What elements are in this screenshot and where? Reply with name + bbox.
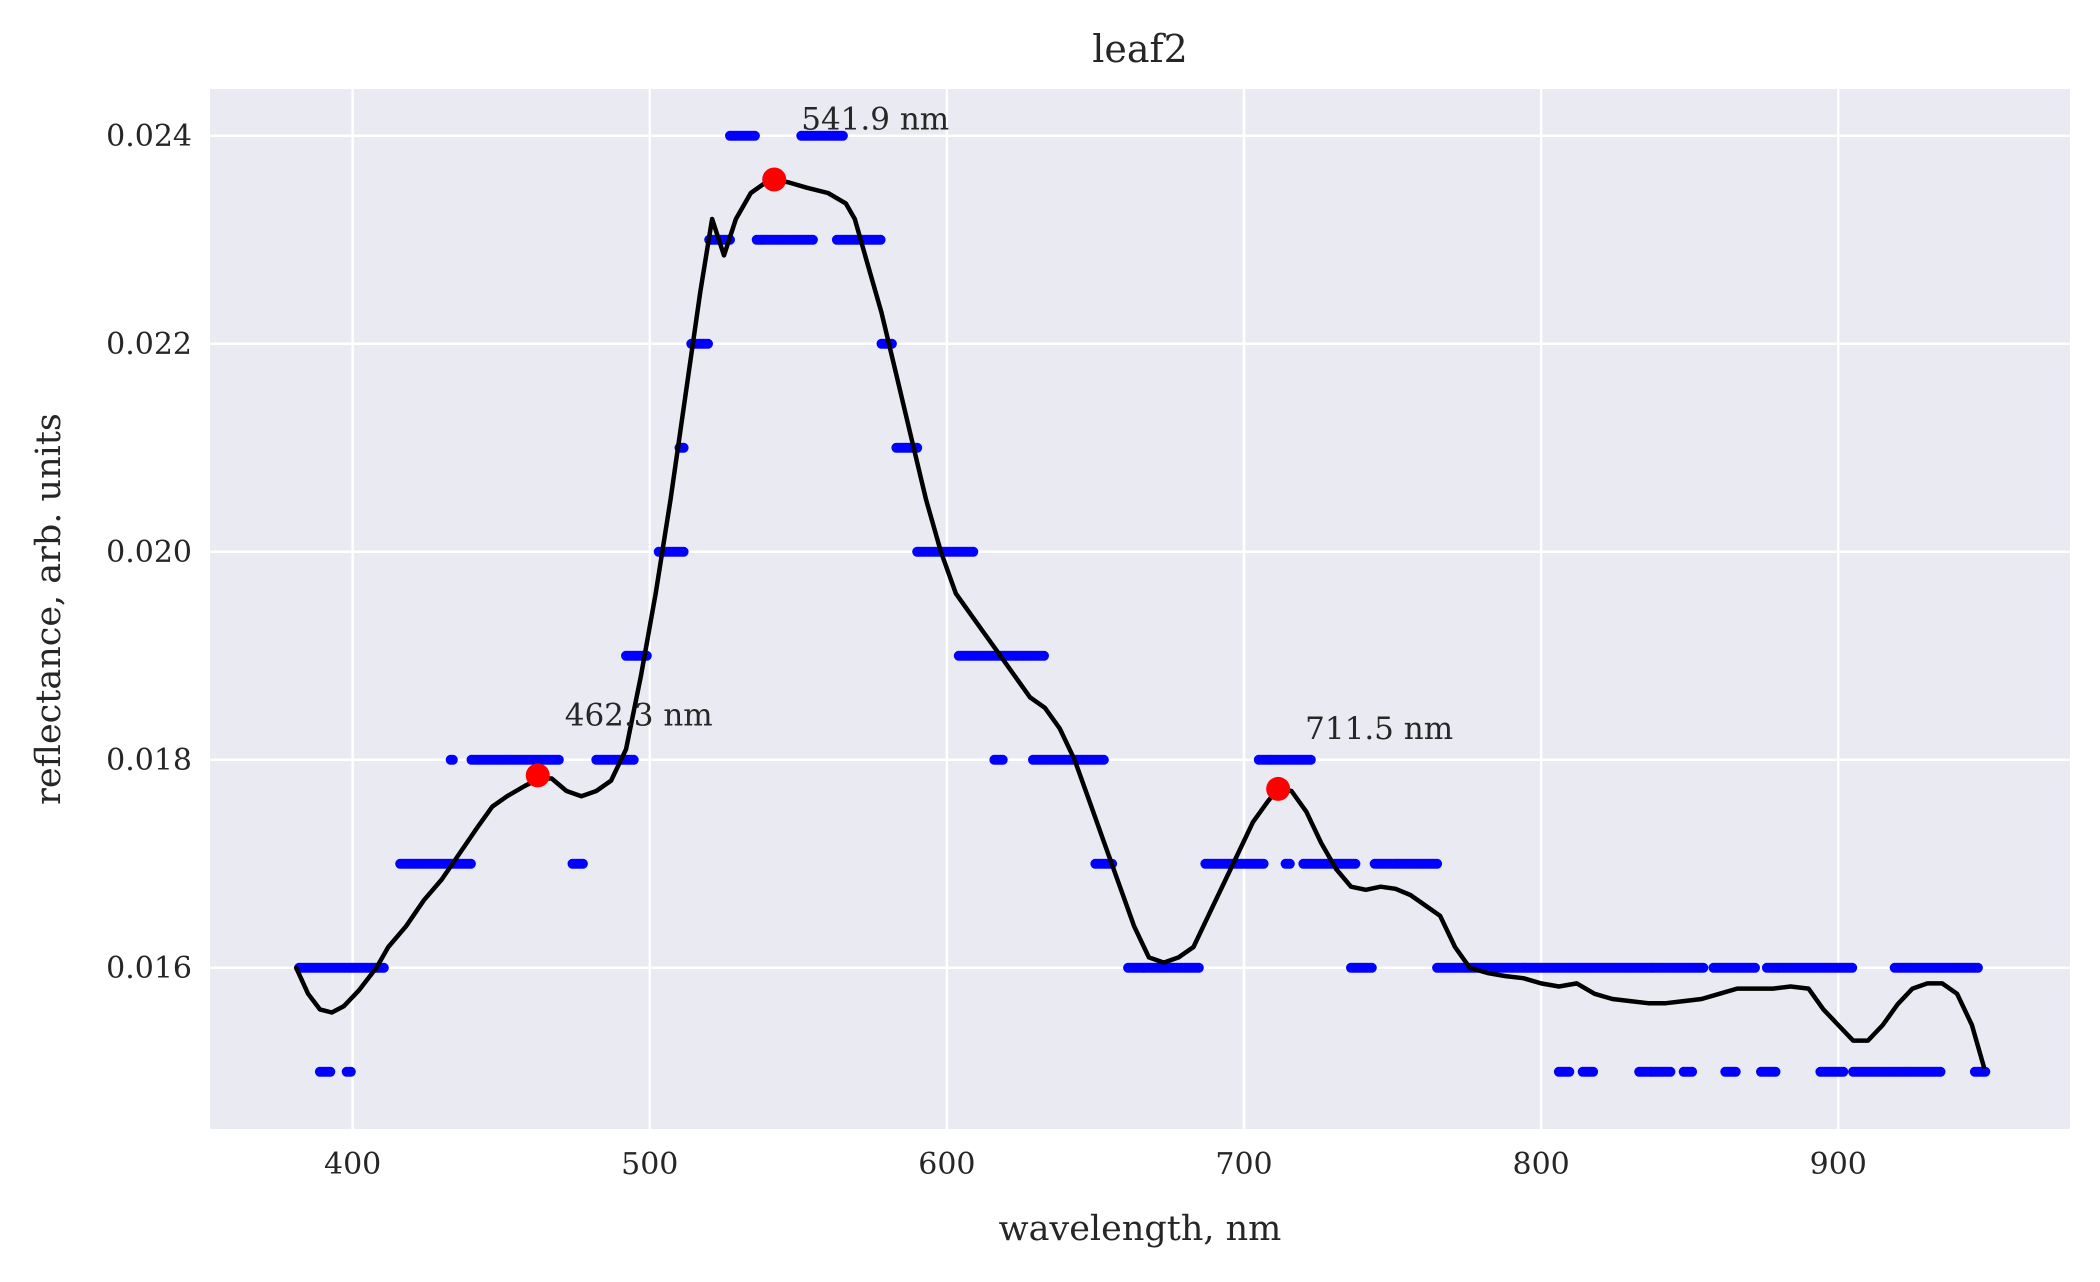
raw-point <box>1258 858 1269 869</box>
raw-point <box>997 754 1008 765</box>
y-axis-label: reflectance, arb. units <box>29 413 69 805</box>
raw-point <box>345 1066 356 1077</box>
raw-point <box>628 754 639 765</box>
raw-point <box>1847 962 1858 973</box>
raw-point <box>1980 1066 1991 1077</box>
y-tick-label: 0.020 <box>106 535 192 570</box>
peak-marker <box>1266 776 1291 801</box>
raw-point <box>837 130 848 141</box>
chart-title: leaf2 <box>1092 27 1188 71</box>
raw-point <box>1698 962 1709 973</box>
raw-point <box>577 858 588 869</box>
x-tick-label: 900 <box>1810 1147 1867 1182</box>
raw-point <box>378 962 389 973</box>
raw-point <box>1770 1066 1781 1077</box>
raw-point <box>1432 858 1443 869</box>
x-tick-label: 500 <box>621 1147 678 1182</box>
raw-point <box>678 442 689 453</box>
x-axis-ticks: 400 500 600 700 800 900 <box>324 1147 1867 1182</box>
peak-label: 711.5 nm <box>1305 711 1453 747</box>
y-tick-label: 0.024 <box>106 119 192 154</box>
x-tick-label: 600 <box>918 1147 975 1182</box>
y-tick-label: 0.016 <box>106 951 192 986</box>
raw-point <box>875 234 886 245</box>
raw-point <box>749 130 760 141</box>
raw-point <box>1838 1066 1849 1077</box>
raw-point <box>1350 858 1361 869</box>
raw-point <box>465 858 476 869</box>
raw-point <box>1665 1066 1676 1077</box>
y-tick-label: 0.022 <box>106 327 192 362</box>
raw-point <box>807 234 818 245</box>
raw-point <box>703 338 713 349</box>
raw-point <box>1305 754 1316 765</box>
x-tick-label: 700 <box>1215 1147 1272 1182</box>
x-axis-label: wavelength, nm <box>999 1209 1282 1249</box>
smoothed-curve <box>293 177 1987 1069</box>
y-axis-ticks: 0.016 0.018 0.020 0.022 0.024 <box>106 119 192 986</box>
grid <box>210 89 2070 1129</box>
peak-label: 462.3 nm <box>565 697 713 733</box>
raw-point <box>1687 1066 1698 1077</box>
peak-markers: 462.3 nm 541.9 nm 711.5 nm <box>525 101 1453 801</box>
raw-point <box>1564 1066 1575 1077</box>
raw-point <box>1039 650 1049 661</box>
peak-marker <box>525 763 550 788</box>
peak-marker <box>762 167 787 192</box>
plot-background <box>210 89 2070 1129</box>
raw-point <box>553 754 564 765</box>
x-tick-label: 800 <box>1512 1147 1569 1182</box>
y-tick-label: 0.018 <box>106 743 192 778</box>
raw-point <box>1750 962 1760 973</box>
raw-point <box>1366 962 1377 973</box>
raw-point <box>1730 1066 1741 1077</box>
raw-point <box>968 546 979 557</box>
raw-point <box>1935 1066 1946 1077</box>
peak-label: 541.9 nm <box>801 101 949 137</box>
raw-point <box>678 546 689 557</box>
raw-point <box>447 754 458 765</box>
raw-point <box>1193 962 1204 973</box>
raw-point <box>325 1066 336 1077</box>
raw-point <box>1972 962 1983 973</box>
raw-point <box>1588 1066 1599 1077</box>
x-tick-label: 400 <box>324 1147 381 1182</box>
raw-point <box>1098 754 1109 765</box>
raw-point <box>1284 858 1295 869</box>
